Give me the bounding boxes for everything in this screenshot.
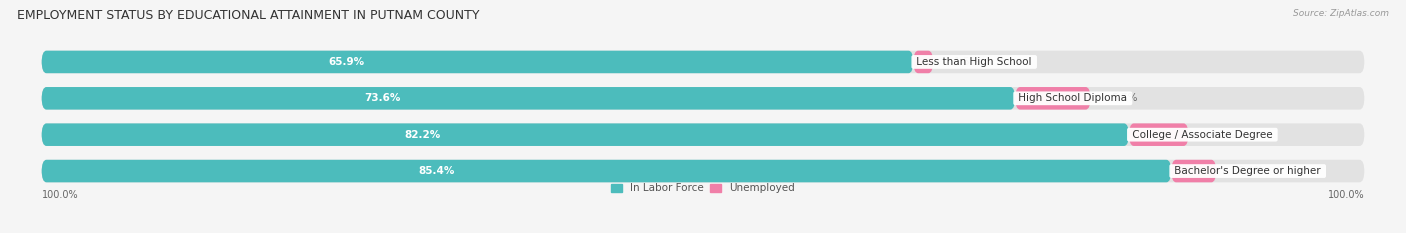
FancyBboxPatch shape <box>42 123 1364 146</box>
Text: EMPLOYMENT STATUS BY EDUCATIONAL ATTAINMENT IN PUTNAM COUNTY: EMPLOYMENT STATUS BY EDUCATIONAL ATTAINM… <box>17 9 479 22</box>
Text: 85.4%: 85.4% <box>419 166 456 176</box>
Text: 1.5%: 1.5% <box>953 57 980 67</box>
Text: 100.0%: 100.0% <box>1327 190 1364 200</box>
Text: Less than High School: Less than High School <box>914 57 1035 67</box>
Text: 3.4%: 3.4% <box>1237 166 1264 176</box>
Text: 65.9%: 65.9% <box>329 57 364 67</box>
Legend: In Labor Force, Unemployed: In Labor Force, Unemployed <box>612 183 794 193</box>
Text: 4.5%: 4.5% <box>1209 130 1236 140</box>
FancyBboxPatch shape <box>914 51 934 73</box>
FancyBboxPatch shape <box>42 87 1364 110</box>
Text: 100.0%: 100.0% <box>42 190 79 200</box>
FancyBboxPatch shape <box>1129 123 1188 146</box>
Text: Source: ZipAtlas.com: Source: ZipAtlas.com <box>1294 9 1389 18</box>
FancyBboxPatch shape <box>42 160 1171 182</box>
Text: 5.7%: 5.7% <box>1111 93 1137 103</box>
Text: College / Associate Degree: College / Associate Degree <box>1129 130 1275 140</box>
Text: Bachelor's Degree or higher: Bachelor's Degree or higher <box>1171 166 1324 176</box>
FancyBboxPatch shape <box>42 51 1364 73</box>
FancyBboxPatch shape <box>1171 160 1216 182</box>
Text: High School Diploma: High School Diploma <box>1015 93 1130 103</box>
FancyBboxPatch shape <box>42 87 1015 110</box>
FancyBboxPatch shape <box>42 123 1129 146</box>
FancyBboxPatch shape <box>1015 87 1091 110</box>
FancyBboxPatch shape <box>42 160 1364 182</box>
Text: 73.6%: 73.6% <box>364 93 401 103</box>
FancyBboxPatch shape <box>42 51 914 73</box>
Text: 82.2%: 82.2% <box>404 130 440 140</box>
